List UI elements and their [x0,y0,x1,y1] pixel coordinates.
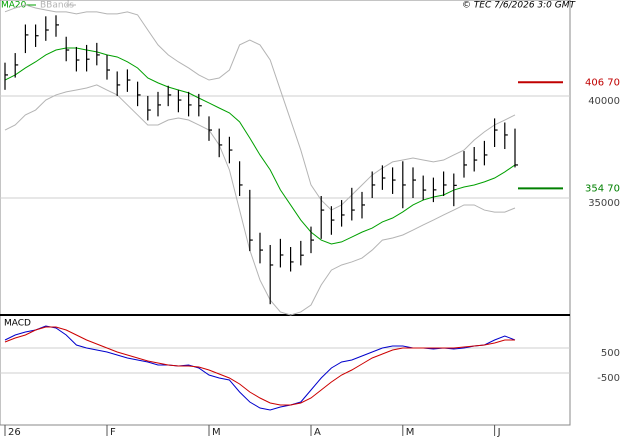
x-tick-label: J [497,427,501,438]
macd-line [4,326,515,406]
macd-title: MACD [4,319,31,329]
y-tick-label: 500 [601,348,620,359]
x-tick-label: M [406,427,415,438]
plot-frame [0,0,571,426]
bband-upper [4,4,516,211]
macd-line [4,325,516,411]
bband-lower [4,84,516,316]
y-tick-label: 35000 [588,198,620,209]
y-tick-label: -500 [597,373,620,384]
x-tick-label: M [212,427,221,438]
ma20-line [4,47,516,245]
source: © TEC 7/6/2026 3:0 GMT [462,1,577,11]
x-tick-label: F [110,427,116,438]
legend-bbands: BBands [40,1,74,11]
level-label: 406 70 [585,77,620,88]
x-tick-label: 26 [8,427,21,438]
x-tick-label: A [314,427,321,438]
y-tick-label: 40000 [588,96,620,107]
legend-ma20: MA20 [1,1,27,11]
level-label: 354 70 [585,183,620,194]
